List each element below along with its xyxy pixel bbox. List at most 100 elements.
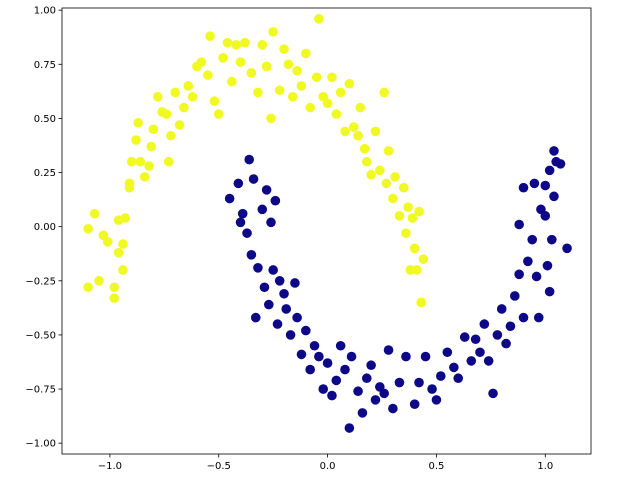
- scatter-point: [253, 87, 263, 98]
- plot-frame: [61, 7, 592, 455]
- scatter-point: [235, 217, 246, 228]
- scatter-point: [250, 312, 261, 323]
- scatter-point: [322, 98, 333, 109]
- scatter-point: [540, 211, 551, 221]
- scatter-point: [240, 37, 250, 48]
- scatter-point: [435, 371, 446, 381]
- scatter-point: [163, 156, 174, 167]
- scatter-point: [335, 87, 346, 98]
- scatter-point: [361, 156, 372, 167]
- scatter-point: [253, 263, 263, 273]
- scatter-point: [379, 87, 389, 98]
- scatter-point: [359, 143, 370, 154]
- scatter-point: [407, 213, 418, 223]
- scatter-point: [322, 358, 333, 368]
- scatter-point: [109, 282, 120, 293]
- x-tick-label: 0.0: [320, 461, 336, 472]
- scatter-point: [270, 195, 281, 206]
- scatter-point: [348, 122, 359, 132]
- scatter-point: [529, 178, 540, 189]
- scatter-point: [227, 76, 237, 87]
- scatter-point: [549, 146, 559, 156]
- scatter-point: [274, 85, 285, 96]
- scatter-point: [510, 291, 520, 301]
- scatter-point: [514, 219, 524, 230]
- scatter-point: [102, 237, 113, 247]
- scatter-point: [403, 202, 413, 212]
- scatter-point: [523, 256, 533, 267]
- scatter-point: [346, 351, 357, 362]
- scatter-point: [266, 217, 276, 228]
- scatter-point: [409, 399, 420, 410]
- scatter-point: [305, 364, 315, 375]
- scatter-point: [488, 388, 498, 399]
- scatter-point: [233, 178, 244, 189]
- scatter-point: [196, 57, 207, 67]
- scatter-point: [283, 59, 294, 70]
- y-tick-label: −0.75: [25, 385, 56, 396]
- y-tick-label: −0.25: [25, 276, 56, 287]
- y-tick-label: −1.00: [25, 439, 56, 450]
- scatter-point: [133, 117, 143, 128]
- scatter-point: [264, 299, 274, 310]
- scatter-point: [131, 135, 141, 145]
- scatter-point: [401, 228, 411, 238]
- scatter-point: [518, 182, 529, 193]
- scatter-point: [414, 206, 424, 217]
- scatter-point: [305, 102, 315, 113]
- scatter-point: [187, 91, 198, 102]
- scatter-point: [412, 265, 422, 275]
- scatter-point: [246, 68, 257, 78]
- scatter-point: [344, 423, 355, 433]
- scatter-point: [311, 72, 322, 83]
- scatter-point: [390, 172, 400, 182]
- scatter-point: [118, 265, 128, 275]
- scatter-point: [281, 304, 292, 314]
- scatter-point: [540, 180, 551, 191]
- scatter-point: [113, 247, 124, 258]
- scatter-point: [174, 120, 185, 130]
- scatter-point: [355, 102, 366, 113]
- scatter-point: [420, 351, 431, 362]
- scatter-point: [466, 356, 477, 366]
- scatter-point: [261, 61, 272, 72]
- scatter-point: [470, 334, 481, 345]
- scatter-point: [268, 27, 278, 37]
- scatter-point: [366, 360, 376, 371]
- scatter-point: [246, 250, 257, 260]
- scatter-point: [388, 193, 398, 204]
- scatter-point: [244, 154, 255, 165]
- scatter-point: [203, 70, 213, 80]
- scatter-point: [301, 48, 311, 59]
- scatter-point: [268, 265, 278, 275]
- scatter-point: [124, 178, 135, 189]
- scatter-point: [259, 282, 270, 293]
- scatter-point: [562, 243, 572, 254]
- scatter-point: [353, 386, 363, 397]
- scatter-point: [257, 204, 268, 215]
- scatter-point: [257, 40, 268, 50]
- scatter-point: [501, 338, 511, 349]
- scatter-point: [361, 373, 372, 384]
- scatter-point: [148, 124, 159, 135]
- scatter-point: [183, 81, 194, 91]
- scatter-point: [357, 408, 368, 418]
- scatter-point: [242, 228, 252, 238]
- scatter-point: [331, 109, 342, 119]
- scatter-point: [152, 91, 163, 102]
- scatter-point: [459, 332, 470, 342]
- scatter-point: [531, 271, 542, 282]
- scatter-point: [418, 254, 429, 264]
- scatter-point: [139, 172, 150, 182]
- scatter-point: [94, 275, 104, 286]
- y-tick-label: 1.00: [34, 6, 56, 17]
- scatter-point: [179, 102, 189, 113]
- scatter-point: [514, 269, 524, 280]
- scatter-point: [431, 395, 442, 405]
- x-tick-label: 1.0: [537, 461, 553, 472]
- scatter-point: [549, 191, 559, 202]
- scatter-point: [89, 208, 100, 219]
- scatter-point: [379, 388, 389, 399]
